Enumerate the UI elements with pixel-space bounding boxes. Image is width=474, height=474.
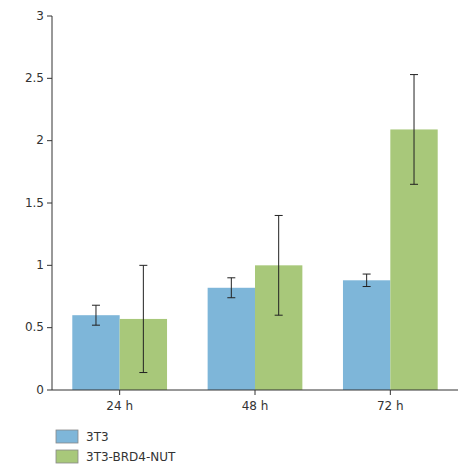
x-tick	[255, 390, 256, 395]
axes: 0 0.5 1 1.5 2 2.5 3 24 h 48 h 72 h	[25, 9, 458, 414]
error-cap	[275, 315, 283, 316]
error-cap	[363, 274, 371, 275]
series	[72, 274, 390, 390]
error-cap	[139, 265, 147, 266]
error-cap	[410, 74, 418, 75]
bar	[208, 288, 255, 390]
y-tick-label: 1	[36, 258, 44, 272]
error-bar	[363, 274, 371, 286]
error-bar	[92, 305, 100, 325]
error-bar	[139, 265, 147, 372]
x-tick	[390, 390, 391, 395]
chart-container: 0 0.5 1 1.5 2 2.5 3 24 h 48 h 72 h 3T3 3T3-BRD4-NUT	[0, 0, 474, 474]
y-tick-label: 1.5	[25, 196, 44, 210]
x-tick-label: 24 h	[106, 399, 133, 413]
error-cap	[410, 184, 418, 185]
chart: 0 0.5 1 1.5 2 2.5 3 24 h 48 h 72 h 3T3 3T3-BRD4-NUT	[0, 0, 474, 474]
y-tick-label: 3	[36, 9, 44, 23]
x-tick	[119, 390, 120, 395]
error-line	[95, 305, 96, 325]
plot-area	[72, 75, 437, 390]
error-bar	[410, 75, 418, 185]
error-cap	[275, 215, 283, 216]
y-tick-label: 0.5	[25, 320, 44, 334]
y-tick	[47, 327, 52, 328]
y-tick-label: 0	[36, 383, 44, 397]
legend-swatch	[56, 430, 78, 443]
error-cap	[92, 325, 100, 326]
y-tick	[47, 16, 52, 17]
error-line	[278, 215, 279, 315]
background	[0, 0, 474, 474]
legend: 3T3 3T3-BRD4-NUT	[56, 430, 176, 464]
x-tick-label: 48 h	[242, 399, 269, 413]
legend-swatch	[56, 450, 78, 463]
error-bar	[275, 215, 283, 315]
error-cap	[92, 305, 100, 306]
bar	[72, 315, 119, 390]
error-cap	[363, 286, 371, 287]
error-cap	[139, 372, 147, 373]
legend-label: 3T3	[86, 430, 109, 444]
legend-label: 3T3-BRD4-NUT	[86, 450, 176, 464]
error-line	[366, 274, 367, 286]
error-line	[143, 265, 144, 372]
error-line	[231, 278, 232, 298]
y-tick	[47, 390, 52, 391]
y-tick	[47, 265, 52, 266]
y-tick	[47, 140, 52, 141]
error-line	[414, 75, 415, 185]
error-cap	[227, 277, 235, 278]
series	[120, 75, 438, 390]
y-tick	[47, 78, 52, 79]
bar	[343, 280, 390, 390]
y-tick-label: 2.5	[25, 71, 44, 85]
error-bar	[227, 278, 235, 298]
x-tick-label: 72 h	[377, 399, 404, 413]
y-tick-label: 2	[36, 133, 44, 147]
y-tick	[47, 203, 52, 204]
error-cap	[227, 297, 235, 298]
